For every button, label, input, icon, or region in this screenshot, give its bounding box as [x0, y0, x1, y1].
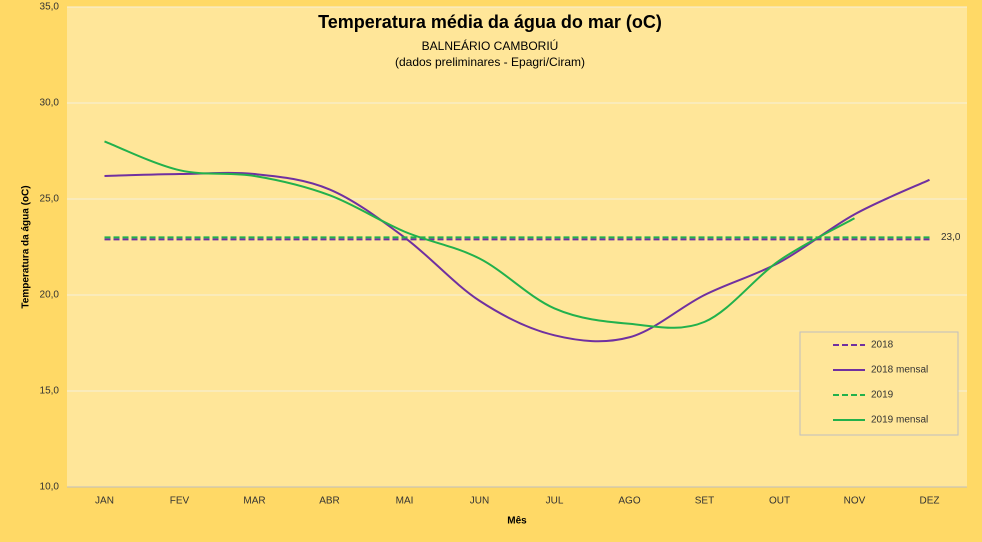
x-tick-label: FEV — [170, 496, 190, 507]
legend-label: 2019 — [871, 390, 894, 401]
x-axis-title: Mês — [507, 516, 527, 527]
legend-box — [799, 331, 959, 436]
x-tick-label: OUT — [769, 496, 790, 507]
x-tick-label: AGO — [618, 496, 640, 507]
legend-label: 2018 mensal — [871, 365, 928, 376]
y-tick-label: 10,0 — [40, 482, 60, 493]
chart-subtitle: BALNEÁRIO CAMBORIÚ — [422, 38, 559, 53]
legend-label: 2019 mensal — [871, 415, 928, 426]
x-tick-label: JUL — [546, 496, 564, 507]
x-tick-label: SET — [695, 496, 714, 507]
chart-title: Temperatura média da água do mar (oC) — [318, 12, 662, 32]
y-tick-label: 20,0 — [40, 290, 60, 301]
x-tick-label: DEZ — [920, 496, 940, 507]
x-tick-label: JAN — [95, 496, 114, 507]
y-tick-label: 25,0 — [40, 194, 60, 205]
x-tick-label: ABR — [319, 496, 340, 507]
y-tick-label: 30,0 — [40, 98, 60, 109]
y-tick-label: 15,0 — [40, 386, 60, 397]
y-axis-title: Temperatura da água (oC) — [21, 185, 32, 308]
x-tick-label: MAI — [396, 496, 414, 507]
series-line — [104, 140, 855, 329]
x-tick-label: MAR — [243, 496, 265, 507]
legend-label: 2018 — [871, 340, 894, 351]
y-tick-label: 35,0 — [40, 2, 60, 13]
x-tick-label: NOV — [844, 496, 866, 507]
x-tick-label: JUN — [470, 496, 489, 507]
annotation: 23,0 — [941, 232, 961, 243]
chart-subtitle: (dados preliminares - Epagri/Ciram) — [395, 55, 585, 69]
series-line — [104, 171, 930, 343]
